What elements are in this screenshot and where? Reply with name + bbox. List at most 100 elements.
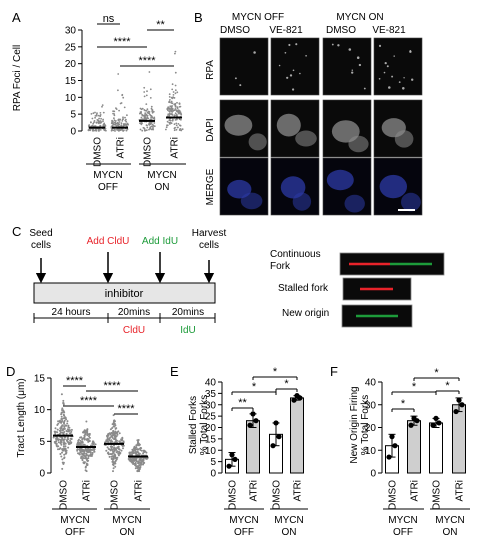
data-point (107, 432, 110, 435)
data-point (96, 112, 98, 115)
rpa-focus (363, 87, 366, 90)
cldu-period-label: CldU (123, 325, 145, 336)
data-point (110, 458, 113, 460)
data-point (114, 456, 117, 459)
data-point (122, 96, 125, 99)
replicate-point (247, 422, 253, 428)
rpa-focus (288, 43, 291, 47)
data-point (173, 123, 176, 126)
panel-b-col-2: VE-821 (269, 25, 303, 36)
data-point (113, 444, 115, 447)
data-point (95, 114, 98, 117)
duration-20mins-1: 20mins (118, 307, 150, 318)
data-point (141, 129, 144, 132)
nucleus (344, 194, 365, 213)
data-point (142, 449, 145, 452)
data-point (114, 462, 117, 465)
panel-b-col-4: VE-821 (372, 25, 406, 36)
data-point (146, 116, 149, 119)
data-point (143, 461, 146, 464)
data-point (178, 129, 181, 132)
rpa-focus (299, 72, 301, 75)
data-point (89, 451, 92, 454)
data-point (111, 460, 114, 463)
panel-a-points (87, 50, 184, 132)
event-seed-label: Seed cells (29, 228, 52, 251)
replicate-point (411, 415, 417, 421)
data-point (166, 120, 169, 123)
x-category-label: DMSO (143, 137, 154, 167)
data-point (61, 424, 64, 427)
data-point (148, 71, 151, 73)
data-point (122, 130, 124, 132)
data-point (133, 447, 136, 449)
data-point (81, 440, 84, 443)
y-tick-label: 20 (205, 423, 217, 434)
data-point (145, 129, 148, 132)
y-tick-label: 40 (205, 378, 217, 389)
data-point (112, 129, 115, 132)
panel-f-axes: 0 10 20 30 40 (365, 378, 383, 480)
data-point (112, 123, 115, 126)
data-point (139, 459, 142, 462)
data-point (107, 448, 110, 450)
fiber-label-stalled: Stalled fork (278, 283, 329, 294)
data-point (171, 102, 174, 105)
data-point (79, 439, 82, 442)
data-point (93, 121, 95, 124)
data-point (94, 443, 97, 446)
data-point (169, 113, 171, 115)
data-point (122, 447, 124, 450)
data-point (86, 463, 89, 466)
data-point (87, 455, 90, 458)
rpa-focus (305, 54, 307, 57)
data-point (134, 464, 137, 467)
data-point (143, 91, 146, 93)
data-point (83, 436, 86, 439)
data-point (79, 451, 82, 454)
data-point (110, 455, 113, 458)
x-category-label: ATRi (455, 480, 466, 501)
data-point (70, 430, 73, 433)
data-point (88, 450, 91, 453)
data-point (80, 448, 83, 451)
data-point (82, 461, 85, 464)
replicate-point (456, 397, 462, 403)
data-point (77, 444, 80, 447)
significance-label: ** (238, 397, 247, 409)
data-point (63, 457, 66, 460)
data-point (84, 433, 87, 436)
data-point (85, 448, 88, 451)
data-point (60, 443, 63, 446)
data-point (92, 122, 95, 125)
data-point (174, 50, 177, 53)
rpa-focus (234, 77, 237, 80)
nucleus (276, 113, 301, 137)
data-point (58, 429, 61, 432)
data-point (117, 454, 120, 457)
data-point (175, 124, 178, 127)
data-point (120, 449, 123, 452)
data-point (179, 111, 182, 114)
significance-label: * (252, 381, 257, 393)
rpa-focus (356, 56, 360, 59)
panel-a-significance: ns ********** (97, 13, 174, 67)
data-point (129, 460, 132, 463)
rpa-focus (253, 51, 256, 54)
data-point (140, 123, 143, 126)
data-point (112, 464, 115, 467)
x-category-label: ATRi (410, 480, 421, 501)
panel-b-group-on: MYCN ON (336, 12, 383, 23)
bar (452, 404, 466, 474)
panel-d-significance: **** **** **** **** (63, 375, 138, 415)
panel-e-letter: E (170, 364, 179, 379)
data-point (114, 430, 117, 433)
data-point (143, 86, 146, 89)
data-point (139, 122, 141, 125)
data-point (70, 428, 73, 431)
data-point (117, 446, 120, 449)
data-point (70, 437, 73, 440)
panel-e-ylabel: Stalled Forks% Total Forks (188, 395, 210, 455)
rpa-focus (239, 84, 242, 87)
data-point (139, 128, 142, 131)
